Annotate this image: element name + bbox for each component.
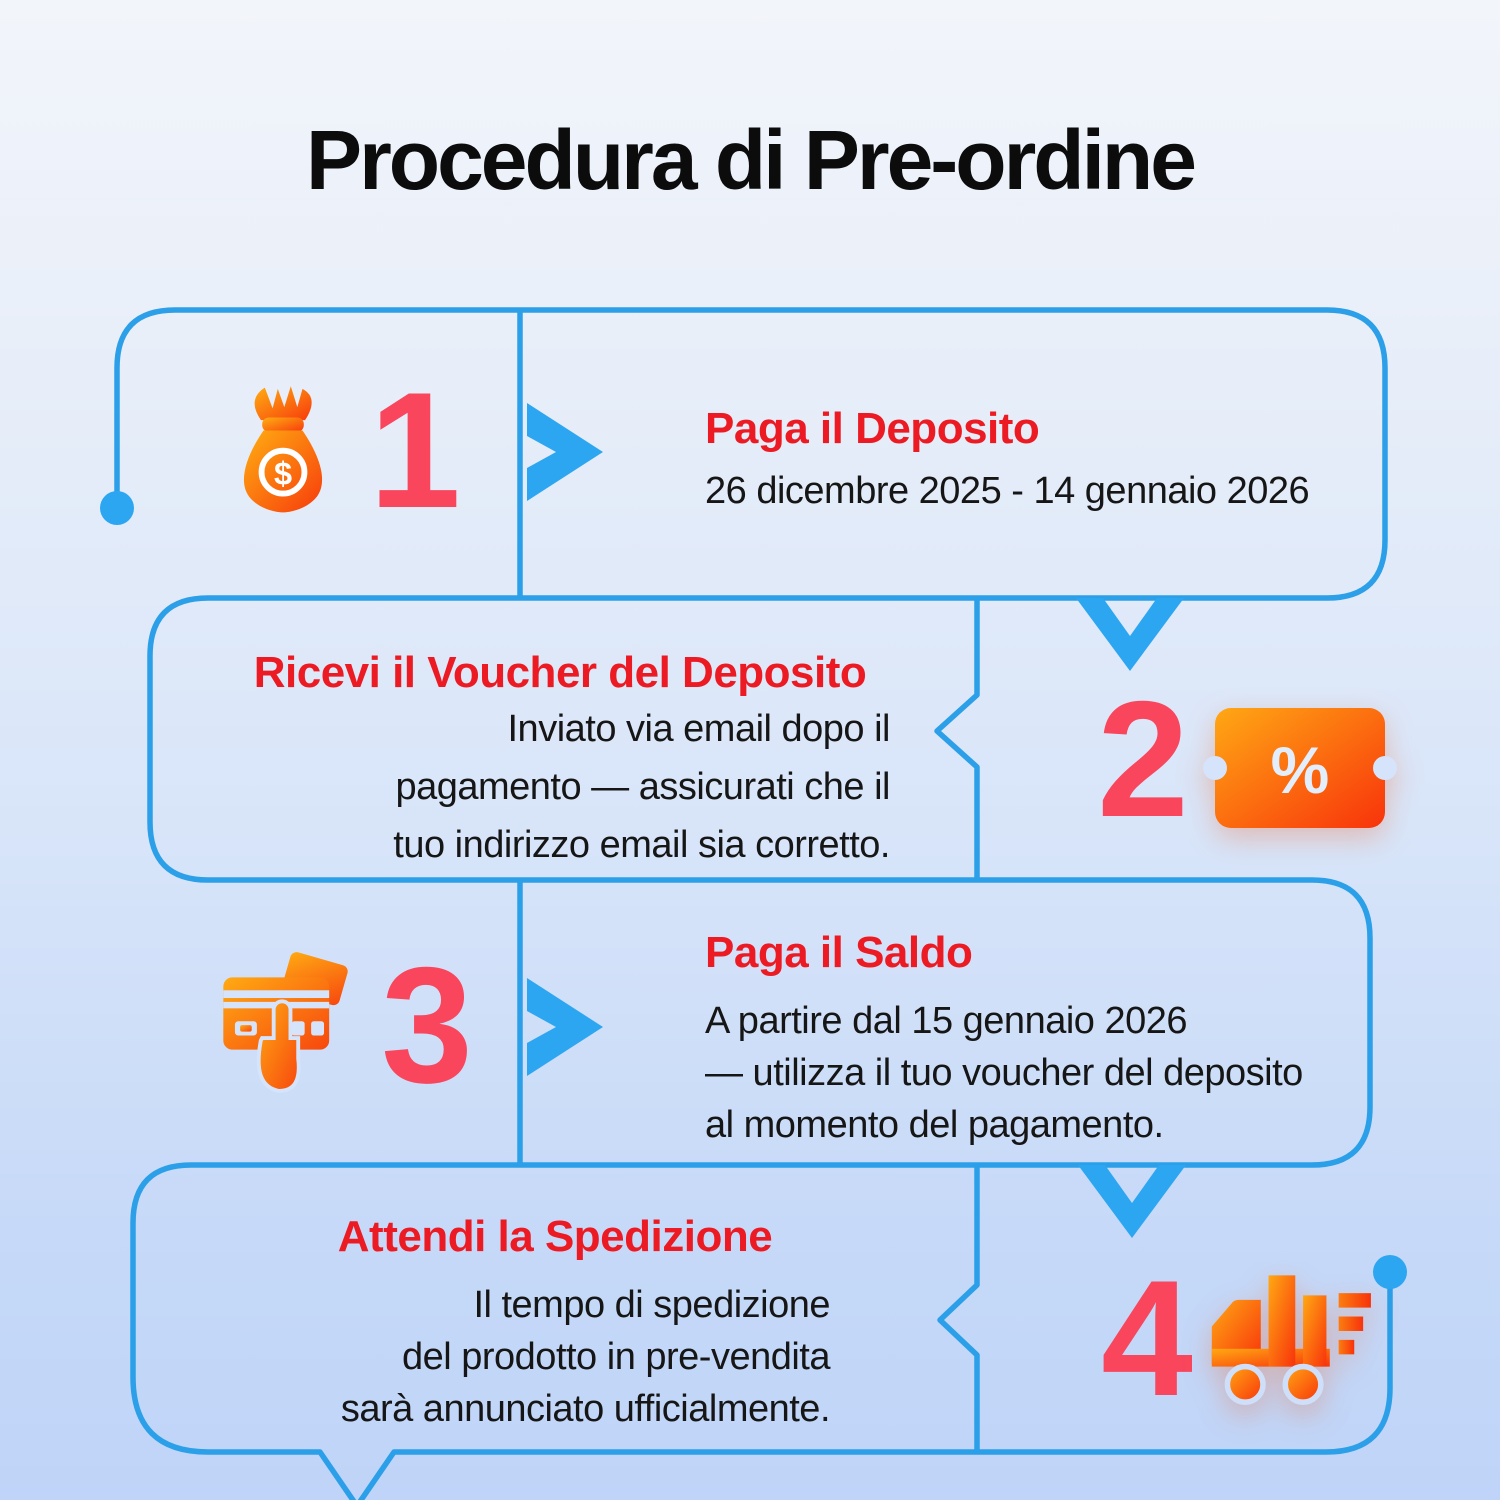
step3-text-line: — utilizza il tuo voucher del deposito bbox=[705, 1052, 1303, 1094]
chevron-right-step3-icon bbox=[527, 978, 603, 1076]
step3-text-line: al momento del pagamento. bbox=[705, 1104, 1164, 1146]
chevron-right-step1-icon bbox=[527, 403, 603, 501]
step3-card-icon-wrap bbox=[213, 952, 355, 1100]
percent-symbol: % bbox=[1271, 733, 1330, 807]
delivery-truck-icon bbox=[1211, 1275, 1371, 1405]
step4-truck-icon-wrap bbox=[1205, 1262, 1400, 1420]
step4-number: 4 bbox=[1101, 1246, 1193, 1430]
step3-number: 3 bbox=[381, 933, 473, 1117]
step1-number: 1 bbox=[369, 358, 461, 542]
end-dot bbox=[1373, 1255, 1407, 1289]
step3-title: Paga il Saldo bbox=[705, 928, 973, 977]
step4-title: Attendi la Spedizione bbox=[337, 1212, 773, 1261]
money-bag-icon: $ bbox=[243, 386, 323, 513]
page-title: Procedura di Pre-ordine bbox=[306, 113, 1197, 207]
arrow-down-step1-step2-icon bbox=[1076, 598, 1184, 671]
start-dot bbox=[100, 491, 134, 525]
divider-line-right bbox=[934, 600, 980, 1450]
step2-text-line: tuo indirizzo email sia corretto. bbox=[393, 824, 890, 866]
step2-text-line: Inviato via email dopo il bbox=[507, 708, 891, 750]
step2-title: Ricevi il Voucher del Deposito bbox=[253, 648, 867, 697]
discount-voucher-icon: % bbox=[1203, 708, 1397, 828]
step1-money-bag-icon-wrap: $ bbox=[218, 382, 348, 518]
card-payment-icon bbox=[223, 952, 348, 1093]
step4-text-line: Il tempo di spedizione bbox=[473, 1284, 830, 1326]
step2-text-line: pagamento — assicurati che il bbox=[395, 766, 890, 808]
step2-number: 2 bbox=[1097, 667, 1189, 851]
step4-text-line: sarà annunciato ufficialmente. bbox=[340, 1388, 831, 1430]
bubble-outline-path bbox=[114, 307, 1393, 1500]
step1-title: Paga il Deposito bbox=[705, 404, 1040, 453]
arrow-down-step3-step4-icon bbox=[1078, 1165, 1186, 1238]
step4-text-line: del prodotto in pre-vendita bbox=[401, 1336, 831, 1378]
step1-text-line: 26 dicembre 2025 - 14 gennaio 2026 bbox=[705, 470, 1310, 512]
step3-text-line: A partire dal 15 gennaio 2026 bbox=[705, 1000, 1188, 1042]
step2-voucher-icon-wrap: % bbox=[1203, 700, 1397, 836]
dollar-symbol: $ bbox=[274, 455, 292, 491]
